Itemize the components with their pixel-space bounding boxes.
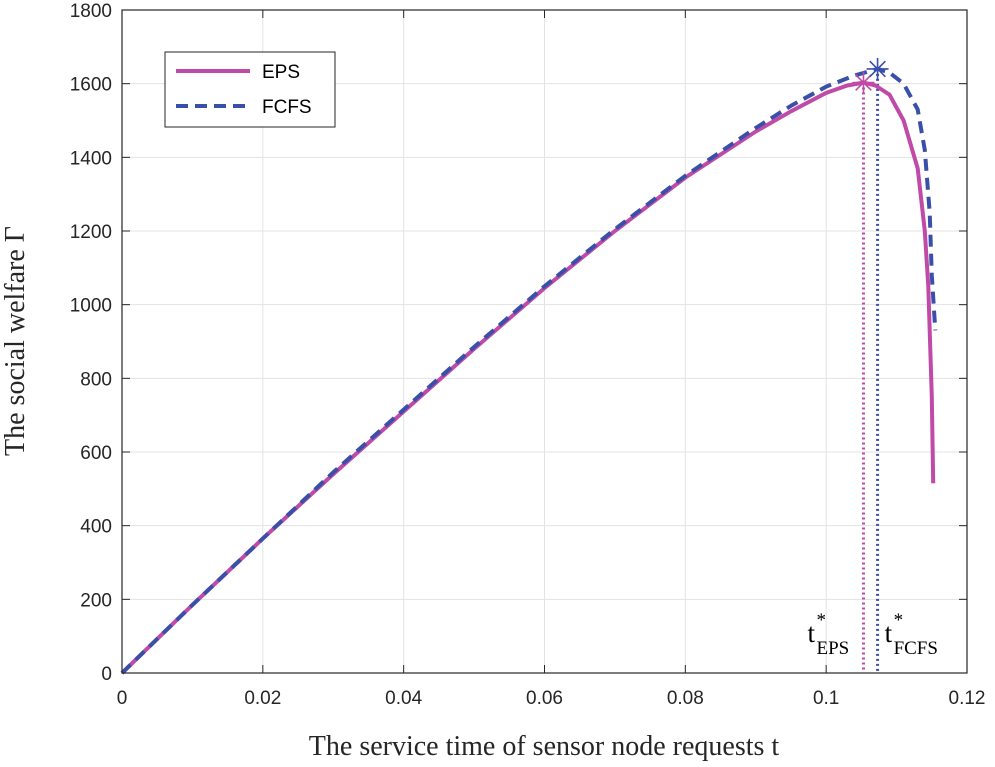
x-tick-label: 0.08 — [667, 688, 704, 709]
annotation-sup-eps: * — [816, 610, 826, 631]
series-line-fcfs — [120, 66, 938, 675]
x-tick-label: 0.12 — [949, 688, 986, 709]
optimum-marker-eps — [852, 71, 875, 94]
asterisk-stroke — [869, 60, 886, 78]
annotation-sub-eps: EPS — [816, 638, 849, 659]
legend-box — [164, 51, 336, 128]
y-tick-label: 800 — [80, 369, 112, 390]
x-tick-label: 0.06 — [526, 688, 563, 709]
optimum-markers — [852, 57, 889, 94]
annotation-t-fcfs: t — [885, 618, 893, 648]
series-lines — [120, 66, 938, 675]
y-tick-label: 1000 — [70, 296, 112, 317]
x-tick-label: 0 — [117, 688, 128, 709]
y-tick-label: 1400 — [70, 148, 112, 169]
legend-label-fcfs: FCFS — [262, 97, 312, 118]
series-line-eps — [120, 80, 936, 675]
grid-lines — [122, 10, 967, 673]
y-tick-label: 0 — [101, 664, 112, 685]
asterisk-stroke — [855, 74, 872, 91]
y-tick-label: 1800 — [70, 1, 112, 22]
legend-label-eps: EPS — [262, 62, 300, 83]
y-tick-label: 1600 — [70, 75, 112, 96]
annotation-t-eps: t — [807, 618, 815, 648]
axis-ticks: 0 0.02 0.04 0.06 0.08 0.1 0.12 0 200 400 600 800 100… — [70, 1, 986, 709]
x-tick-label: 0.1 — [813, 688, 839, 709]
annotation-sup-fcfs: * — [894, 610, 904, 631]
y-tick-label: 1200 — [70, 222, 112, 243]
legend: EPS FCFS — [164, 51, 336, 128]
annotation-sub-fcfs: FCFS — [894, 638, 938, 659]
y-tick-label: 600 — [80, 443, 112, 464]
optimum-drop-lines — [861, 68, 880, 673]
y-tick-label: 400 — [80, 517, 112, 538]
y-tick-label: 200 — [80, 590, 112, 611]
x-tick-label: 0.02 — [244, 688, 281, 709]
x-axis-title: The service time of sensor node requests… — [309, 731, 780, 762]
y-axis-title: The social welfare Γ — [0, 226, 31, 456]
optimum-marker-fcfs — [866, 57, 889, 80]
x-tick-label: 0.04 — [385, 688, 422, 709]
